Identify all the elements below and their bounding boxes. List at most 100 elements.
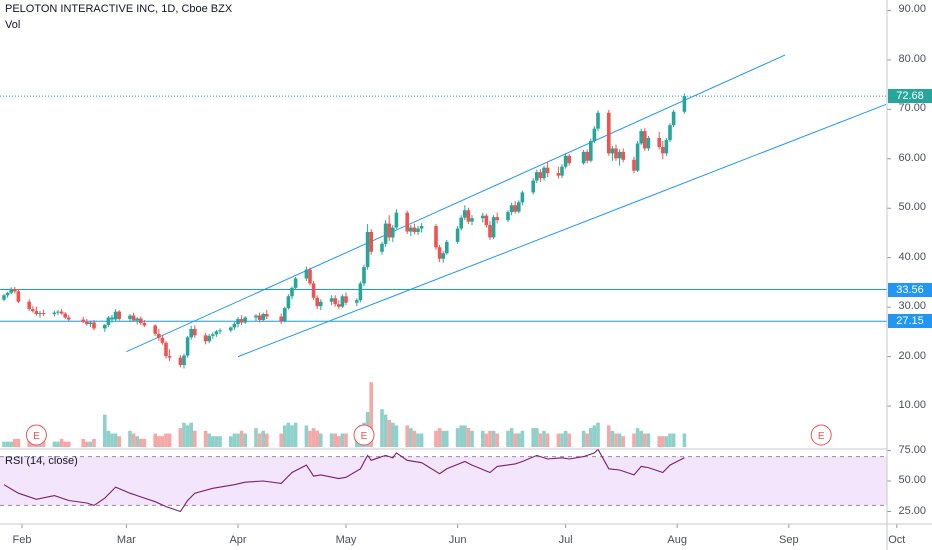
candle bbox=[661, 140, 665, 160]
volume-bar bbox=[218, 436, 222, 447]
volume-bar bbox=[311, 428, 316, 447]
candle-body bbox=[405, 212, 409, 232]
candle bbox=[88, 320, 93, 327]
candle bbox=[38, 311, 42, 318]
candle bbox=[380, 241, 384, 255]
volume-bar bbox=[257, 433, 262, 447]
volume-bar bbox=[243, 433, 247, 447]
candle-body bbox=[513, 205, 517, 212]
candle-body bbox=[257, 315, 262, 321]
candle bbox=[481, 212, 485, 223]
candle bbox=[567, 153, 571, 166]
channel-lower-line[interactable] bbox=[237, 103, 887, 358]
candle-body bbox=[441, 253, 445, 259]
candle bbox=[664, 138, 669, 156]
candle-body bbox=[63, 313, 67, 318]
volume-bar bbox=[581, 430, 586, 447]
candle-body bbox=[581, 151, 586, 164]
candle bbox=[412, 223, 417, 235]
candle-body bbox=[617, 151, 622, 159]
candle bbox=[16, 289, 21, 304]
time-axis-label: Jul bbox=[558, 534, 573, 546]
candle bbox=[193, 325, 197, 338]
channel-upper-line[interactable] bbox=[126, 54, 786, 353]
candle bbox=[491, 215, 496, 239]
horizontal-levels[interactable] bbox=[0, 95, 887, 322]
volume-bar bbox=[412, 430, 417, 447]
candle-body bbox=[387, 223, 391, 238]
candle bbox=[157, 328, 161, 341]
candle-body bbox=[459, 217, 463, 229]
candle-body bbox=[517, 202, 521, 212]
volume-bar bbox=[160, 436, 165, 447]
candle bbox=[589, 138, 593, 163]
volume-bar bbox=[142, 438, 147, 447]
candle bbox=[391, 225, 395, 242]
candle-body bbox=[164, 342, 168, 357]
candle bbox=[643, 128, 647, 151]
candle-body bbox=[463, 210, 467, 218]
candle-body bbox=[308, 269, 312, 284]
rsi-band bbox=[0, 456, 887, 506]
volume-bar bbox=[545, 433, 550, 447]
candle bbox=[153, 324, 157, 336]
candle-body bbox=[358, 283, 363, 301]
volume-bar bbox=[520, 430, 525, 447]
volume-bar bbox=[481, 430, 485, 447]
level-price-badge: 33.56 bbox=[888, 282, 932, 297]
volume-bar bbox=[488, 430, 492, 447]
volume-bar bbox=[2, 441, 6, 447]
volume-bar bbox=[315, 430, 319, 447]
volume-bar bbox=[441, 430, 445, 447]
volume-bar bbox=[635, 428, 640, 447]
candle bbox=[160, 334, 165, 345]
candle-body bbox=[9, 288, 13, 293]
candle bbox=[110, 315, 114, 323]
volume-bar bbox=[560, 433, 564, 447]
candle bbox=[419, 223, 424, 233]
volume-bar bbox=[556, 433, 561, 447]
volume-bar bbox=[419, 433, 424, 447]
trend-channel[interactable] bbox=[126, 54, 887, 358]
candle bbox=[254, 314, 258, 321]
candle bbox=[488, 221, 492, 240]
candle bbox=[405, 210, 409, 234]
earnings-circle[interactable] bbox=[810, 424, 832, 446]
candle-body bbox=[85, 321, 89, 324]
candle bbox=[607, 109, 611, 156]
candle-body bbox=[286, 296, 291, 309]
candle bbox=[243, 316, 247, 324]
candle-body bbox=[236, 319, 240, 324]
volume-bar bbox=[229, 436, 233, 447]
volume-bar bbox=[614, 433, 618, 447]
candle-body bbox=[481, 215, 485, 219]
rsi-line bbox=[3, 448, 685, 513]
candle bbox=[416, 226, 420, 235]
candle bbox=[13, 286, 17, 294]
volume-bar bbox=[103, 414, 107, 447]
earnings-marker[interactable]: E bbox=[810, 424, 832, 446]
volume-bar bbox=[178, 428, 183, 447]
volume-bar bbox=[41, 441, 46, 447]
candle bbox=[203, 332, 208, 345]
earnings-circle[interactable] bbox=[353, 424, 375, 446]
candle bbox=[459, 215, 463, 231]
candle-body bbox=[131, 315, 136, 321]
candle bbox=[31, 306, 35, 313]
volume-bar bbox=[67, 441, 71, 447]
time-axis-label: Jun bbox=[448, 534, 467, 546]
earnings-circle[interactable] bbox=[25, 424, 47, 446]
volume-bar bbox=[337, 436, 341, 447]
volume-bar bbox=[596, 422, 600, 447]
candle bbox=[329, 295, 334, 306]
earnings-marker[interactable]: E bbox=[25, 424, 47, 446]
candle-body bbox=[621, 151, 625, 160]
volume-bar bbox=[113, 433, 118, 447]
earnings-marker[interactable]: E bbox=[353, 424, 375, 446]
candle-body bbox=[290, 287, 294, 297]
candle bbox=[41, 309, 46, 317]
candle bbox=[27, 299, 31, 311]
candle bbox=[470, 215, 474, 226]
volume-bar bbox=[437, 428, 442, 447]
